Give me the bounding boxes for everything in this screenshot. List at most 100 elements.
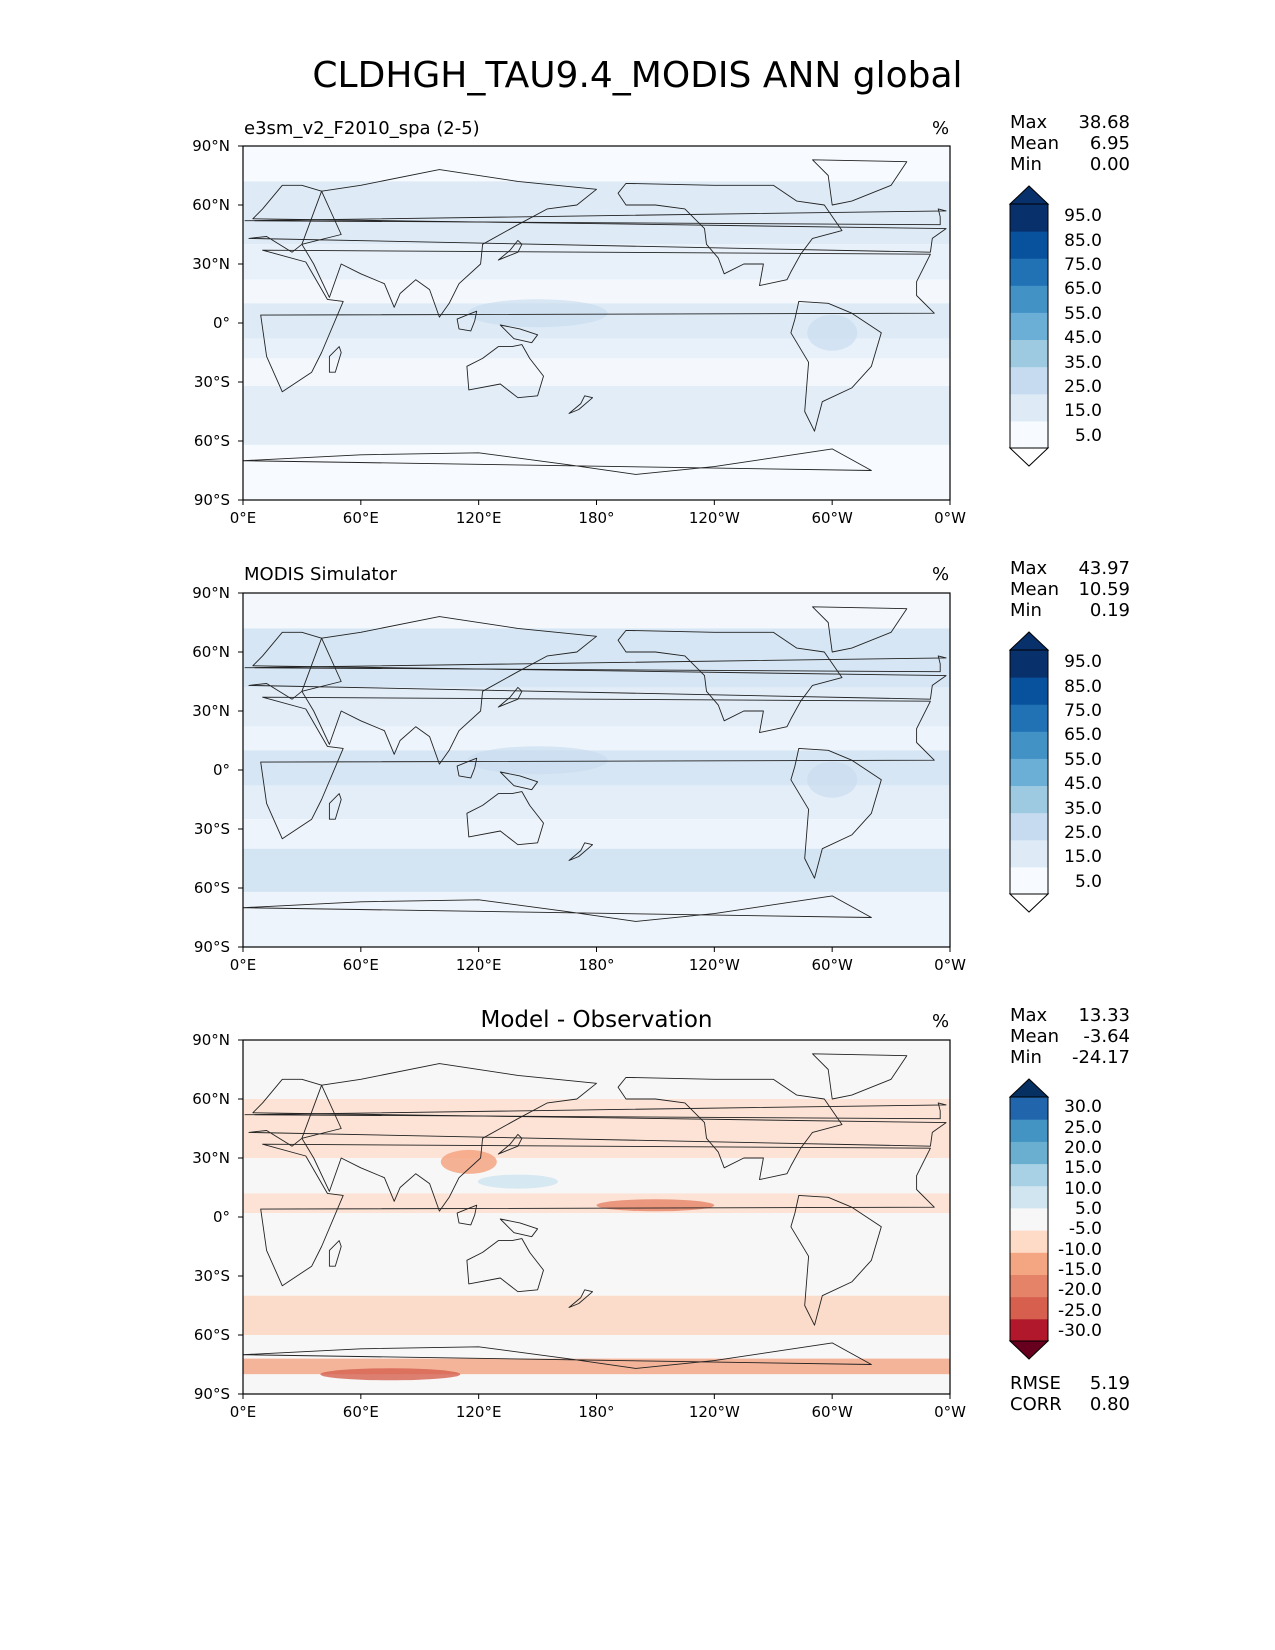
coastline-australia [466,344,544,399]
colorbar-tick-label: 10.0 [1064,1178,1102,1199]
coastline-japan [497,686,523,708]
coastline-uk [244,208,947,226]
y-tick-label: 30°N [192,255,230,273]
coastline-asia [301,1063,597,1212]
coastline-uk [244,1102,947,1120]
colorbar-tick-label: -10.0 [1058,1239,1102,1260]
y-tick-label: 30°N [192,1149,230,1167]
x-tick-label: 0°E [229,1403,257,1421]
panel-2-min-value: 0.19 [1089,600,1130,621]
colorbar-under-extend [1008,1340,1050,1360]
y-tick-label: 90°N [192,1031,230,1049]
colorbar-tick-label: -15.0 [1058,1259,1102,1280]
colorbar-segment [1010,1274,1048,1298]
field-band [243,687,950,727]
colorbar-tick-label: 5.0 [1074,425,1102,446]
colorbar-segment [1010,285,1048,313]
panel-1-min-value: 0.00 [1089,154,1130,175]
colorbar-tick-label: 95.0 [1064,206,1102,227]
colorbar-segment [1010,704,1048,732]
coastline-north-america [617,1076,843,1181]
coastline-uk [244,655,947,673]
y-tick-label: 60°N [192,643,230,661]
panel-3-units: % [932,1011,950,1032]
colorbar-segment [1010,1252,1048,1275]
field-band [243,279,950,304]
y-tick-label: 60°S [193,432,230,450]
field-band [243,1099,950,1158]
colorbar-segment [1010,339,1048,368]
colorbar-segment [1010,1163,1048,1187]
y-tick-label: 60°N [192,1090,230,1108]
y-tick-label: 90°N [192,584,230,602]
corr-value: 0.80 [1089,1394,1130,1415]
colorbar-tick-label: 35.0 [1064,352,1102,373]
coastline-asia [301,616,597,765]
colorbar-segment [1010,1185,1048,1209]
colorbar-under-extend [1008,447,1050,467]
colorbar-segment [1010,812,1048,841]
colorbar-segment [1010,312,1048,340]
colorbar-tick-label: 15.0 [1064,847,1102,868]
colorbar-tick-label: 45.0 [1064,774,1102,795]
panel-1-mean-label: Mean [1010,133,1060,154]
field-band [243,244,950,280]
asia-anomaly [440,1149,497,1174]
map-panel-3 [238,1039,951,1399]
field-band [243,1193,950,1214]
colorbar-tick-label: 55.0 [1064,303,1102,324]
colorbar-segment [1010,231,1048,259]
y-tick-label: 30°S [193,373,230,391]
colorbar-segment [1010,1119,1048,1142]
y-tick-label: 90°S [193,491,230,509]
coastline-australia [466,1238,544,1293]
colorbar-tick-label: 30.0 [1064,1097,1102,1118]
coastline-japan [497,1133,523,1155]
panel-2-mean-value: 10.59 [1078,579,1130,600]
coastline-australia [466,791,544,846]
colorbar-tick-label: 25.0 [1064,377,1102,397]
y-tick-label: 90°N [192,137,230,155]
colorbar-tick-label: 75.0 [1064,255,1102,275]
x-tick-label: 120°E [455,1403,502,1421]
y-tick-label: 90°S [193,938,230,956]
field-band [243,1335,950,1359]
coastline-south-america [790,1194,882,1326]
colorbar-tick-label: 45.0 [1064,328,1102,349]
colorbar-tick-label: 25.0 [1064,823,1102,843]
colorbar-tick-label: 15.0 [1064,1158,1102,1179]
x-tick-label: 120°W [688,956,740,974]
field-band [243,146,950,182]
colorbar-2 [1008,631,1050,913]
colorbar-tick-label: 5.0 [1074,871,1102,892]
x-tick-label: 60°W [811,1403,853,1421]
panel-3-min-value: -24.17 [1071,1047,1130,1068]
colorbar-tick-label: 85.0 [1064,676,1102,697]
field-band [243,848,950,892]
panel-1-max-value: 38.68 [1078,112,1130,133]
coastline-greenland [812,606,908,653]
coastline-new-guinea [499,324,539,344]
amazon-cloud [807,761,858,798]
colorbar-segment [1010,1207,1048,1231]
field-band [243,726,950,751]
colorbar-segment [1010,677,1048,705]
x-tick-label: 120°E [455,956,502,974]
y-tick-label: 30°S [193,820,230,838]
colorbar-tick-label: 95.0 [1064,652,1102,673]
panel-2-max-label: Max [1010,558,1048,579]
colorbar-tick-label: 20.0 [1064,1137,1102,1158]
colorbar-over-extend [1008,185,1050,205]
colorbar-tick-label: 35.0 [1064,798,1102,819]
colorbar-segment [1010,393,1048,422]
colorbar-segment [1010,758,1048,786]
colorbar-segment [1010,1318,1048,1342]
panel-2-title: MODIS Simulator [244,564,397,585]
coastline-africa [260,1143,935,1287]
panel-3-max-label: Max [1010,1005,1048,1026]
colorbar-tick-label: 65.0 [1064,279,1102,300]
y-tick-label: 60°S [193,1326,230,1344]
warm-pool-cloud [467,746,608,775]
colorbar-1 [1008,185,1050,467]
